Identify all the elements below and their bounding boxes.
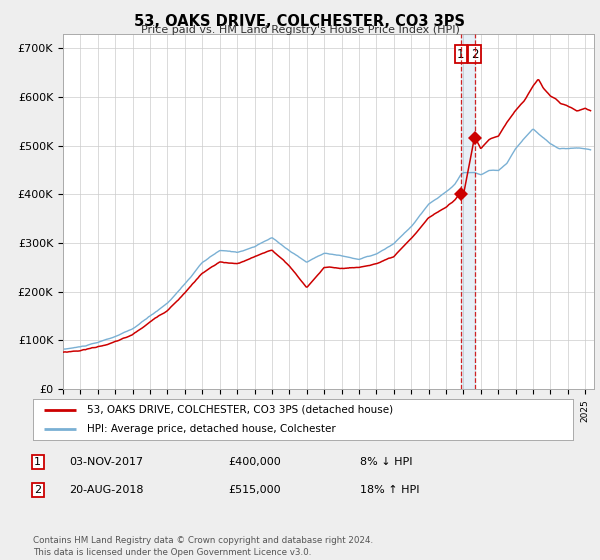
Text: 1: 1 <box>34 457 41 467</box>
Text: 53, OAKS DRIVE, COLCHESTER, CO3 3PS: 53, OAKS DRIVE, COLCHESTER, CO3 3PS <box>134 14 466 29</box>
Text: £515,000: £515,000 <box>228 485 281 495</box>
Text: 2: 2 <box>34 485 41 495</box>
Text: 20-AUG-2018: 20-AUG-2018 <box>69 485 143 495</box>
Bar <box>461 34 475 389</box>
Text: 03-NOV-2017: 03-NOV-2017 <box>69 457 143 467</box>
Text: Contains HM Land Registry data © Crown copyright and database right 2024.
This d: Contains HM Land Registry data © Crown c… <box>33 536 373 557</box>
Text: 8% ↓ HPI: 8% ↓ HPI <box>360 457 413 467</box>
Text: Price paid vs. HM Land Registry's House Price Index (HPI): Price paid vs. HM Land Registry's House … <box>140 25 460 35</box>
Text: HPI: Average price, detached house, Colchester: HPI: Average price, detached house, Colc… <box>87 423 336 433</box>
Text: 53, OAKS DRIVE, COLCHESTER, CO3 3PS (detached house): 53, OAKS DRIVE, COLCHESTER, CO3 3PS (det… <box>87 405 393 415</box>
Text: 18% ↑ HPI: 18% ↑ HPI <box>360 485 419 495</box>
Text: 2: 2 <box>471 48 478 61</box>
Text: £400,000: £400,000 <box>228 457 281 467</box>
Text: 1: 1 <box>457 48 464 61</box>
